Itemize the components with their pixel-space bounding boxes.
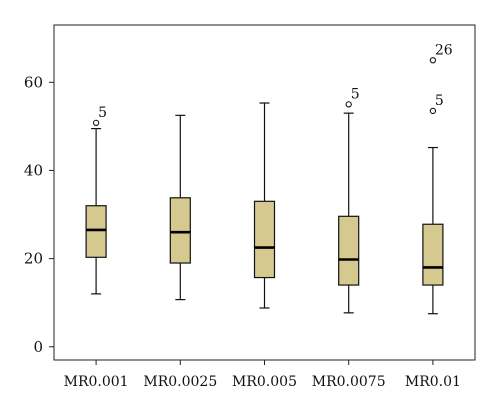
outlier-point [92, 119, 100, 127]
x-axis: MR0.001 MR0.0025 MR0.005 MR0.0075 MR0.01 [64, 360, 461, 390]
boxes-group: 5 5 5 26 [85, 42, 453, 315]
y-tick-label: 20 [24, 250, 43, 268]
box-MR0.005 [253, 102, 276, 309]
iqr-box [253, 200, 276, 279]
iqr-box [422, 223, 444, 286]
outlier-label: 5 [98, 105, 107, 121]
y-tick-label: 0 [33, 338, 43, 356]
box-MR0.0075: 5 [338, 86, 360, 314]
iqr-box [338, 215, 360, 286]
outlier-point [429, 57, 437, 64]
outlier-point [429, 107, 437, 115]
x-category-label: MR0.001 [64, 374, 129, 390]
y-tick-label: 40 [24, 161, 43, 179]
box-MR0.01: 5 26 [422, 42, 453, 315]
iqr-box [169, 197, 191, 264]
y-tick-label: 60 [24, 73, 43, 91]
x-category-label: MR0.0075 [312, 374, 386, 390]
outlier-label: 5 [351, 86, 360, 102]
y-axis: 0 20 40 60 [24, 73, 54, 356]
x-category-label: MR0.0025 [143, 374, 217, 390]
box-MR0.0025 [169, 114, 191, 301]
box-MR0.001: 5 [85, 105, 107, 295]
outlier-label: 5 [435, 93, 444, 109]
x-category-label: MR0.01 [405, 374, 461, 390]
iqr-box [85, 205, 107, 258]
x-category-label: MR0.005 [232, 374, 297, 390]
outlier-label: 26 [435, 42, 453, 58]
outlier-point [345, 101, 352, 108]
